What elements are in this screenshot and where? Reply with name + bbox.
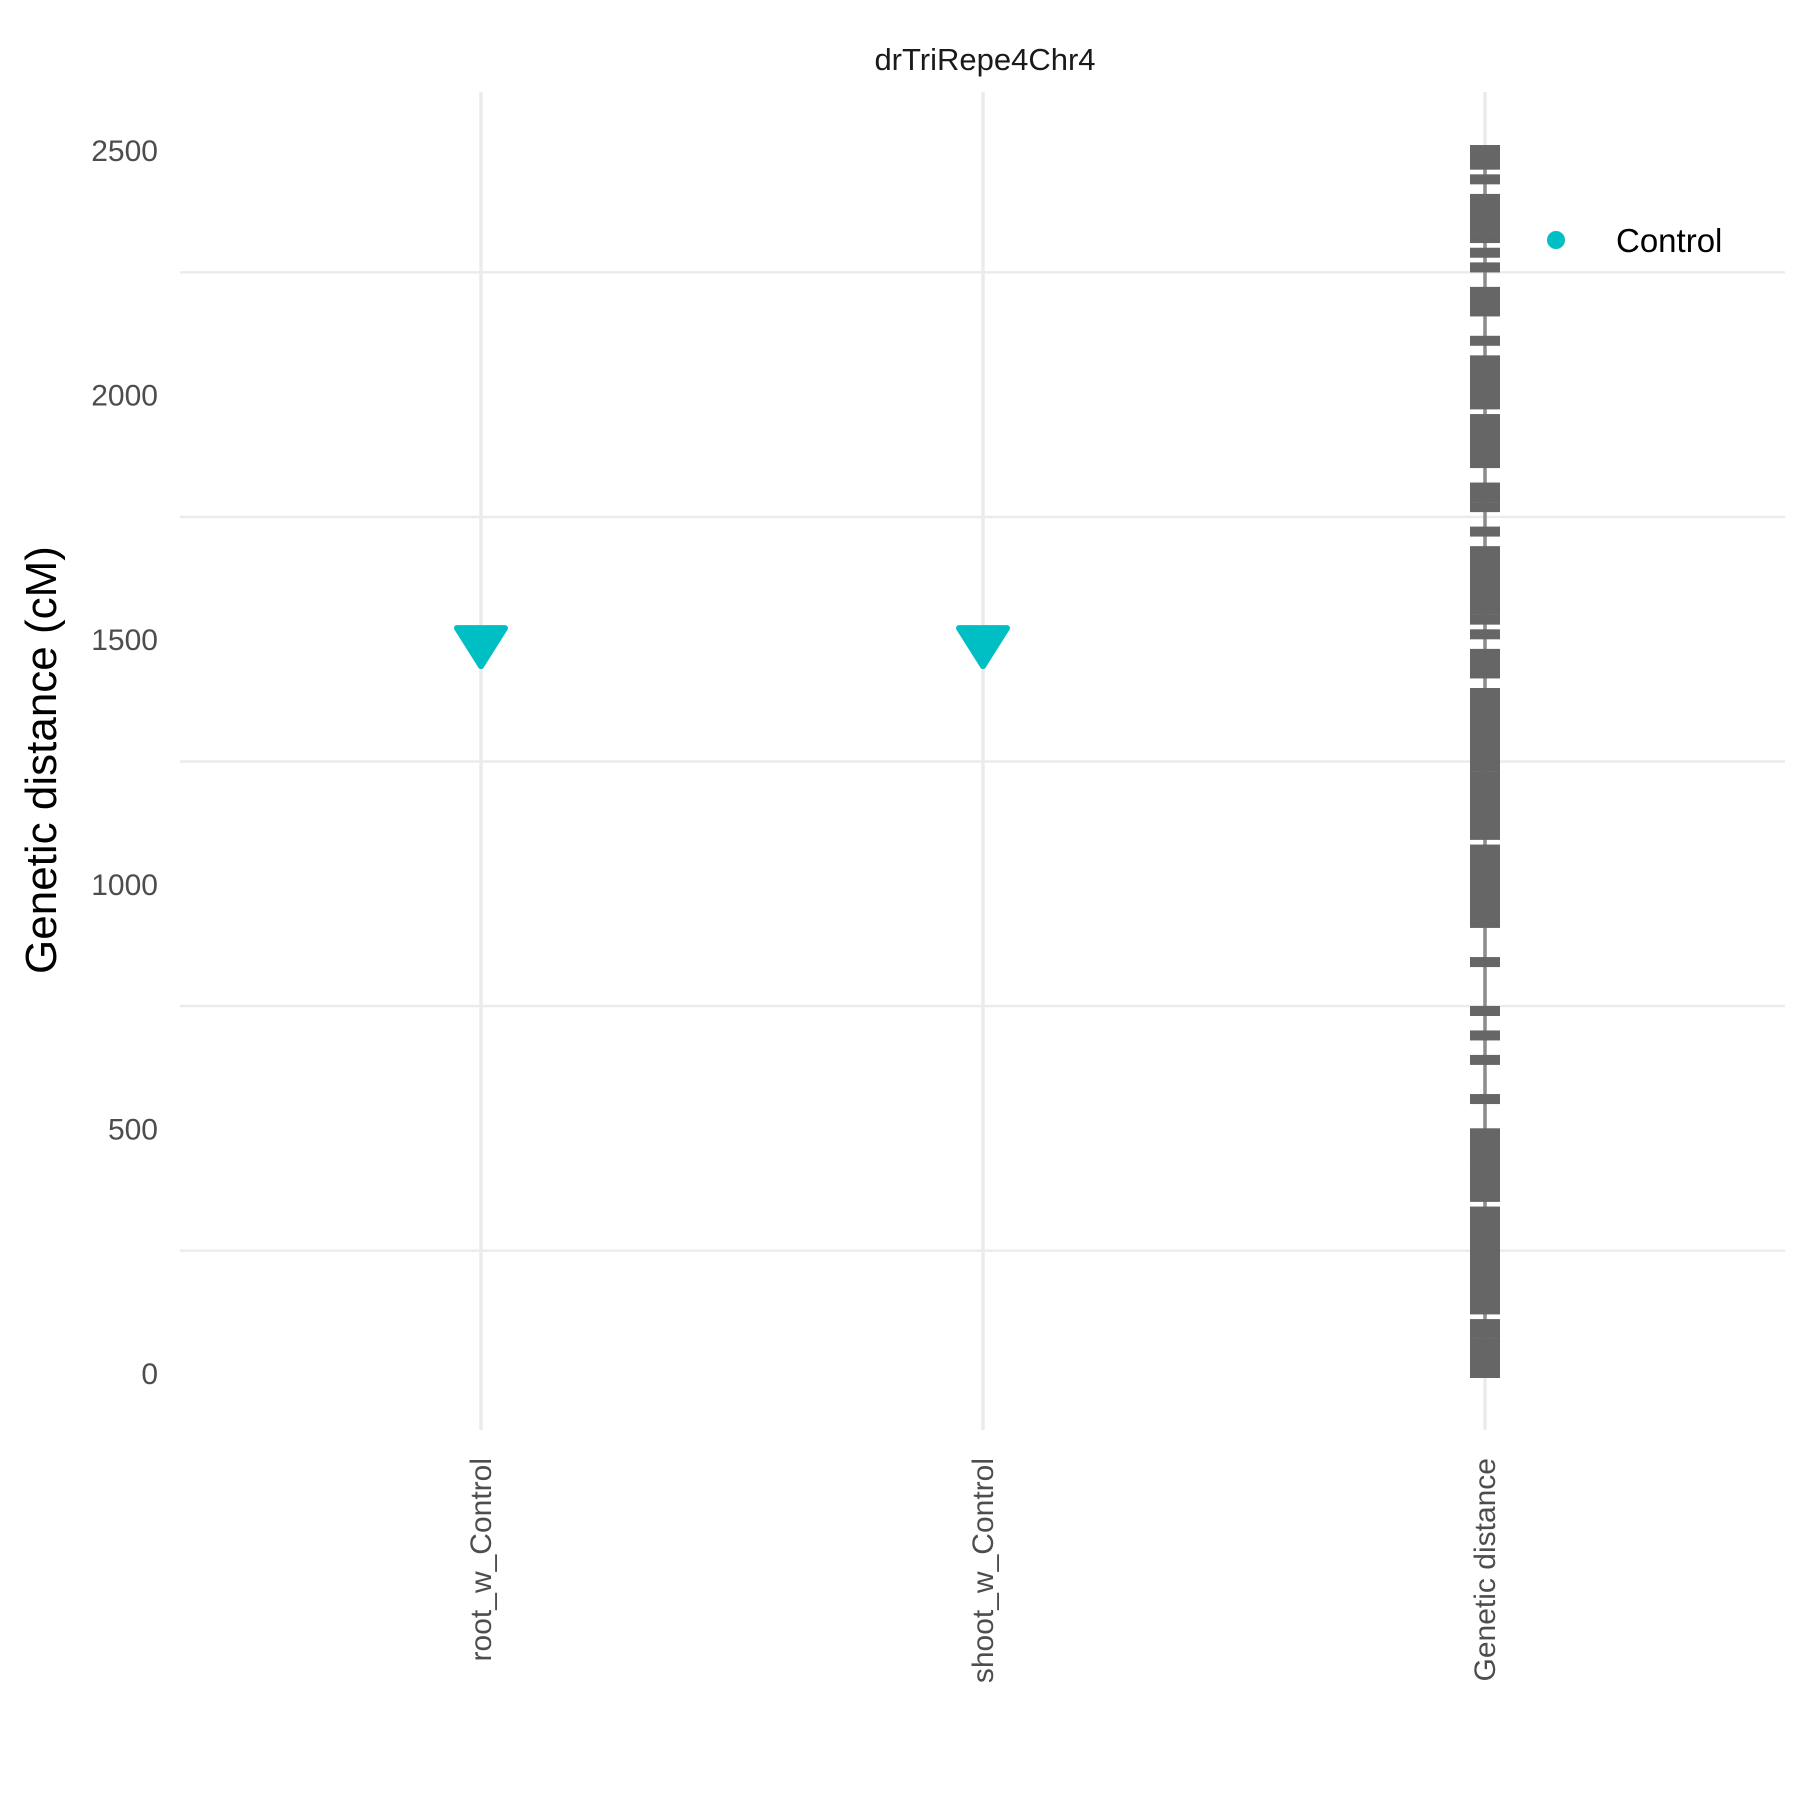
legend: Control — [1547, 222, 1722, 259]
genetic-marker — [1470, 1319, 1500, 1330]
genetic-marker — [1470, 957, 1500, 968]
genetic-marker — [1470, 502, 1500, 513]
x-tick-label: shoot_w_Control — [967, 1458, 1000, 1683]
genetic-marker — [1470, 844, 1500, 855]
genetic-marker — [1470, 247, 1500, 258]
genetic-marker — [1470, 1054, 1500, 1065]
data-point-root_w_Control — [454, 625, 508, 670]
y-tick-label: 2000 — [91, 380, 158, 413]
genetic-marker — [1470, 414, 1500, 425]
genetic-marker — [1470, 233, 1500, 244]
x-tick-label: root_w_Control — [465, 1458, 498, 1661]
data-points — [454, 625, 1010, 670]
genetic-marker — [1470, 648, 1500, 659]
genetic-marker — [1470, 546, 1500, 557]
genetic-marker — [1470, 286, 1500, 297]
genetic-marker — [1470, 771, 1500, 782]
genetic-marker — [1470, 1206, 1500, 1217]
genetic-marker-track — [1470, 145, 1500, 1378]
genetic-marker — [1470, 1094, 1500, 1105]
genetic-marker — [1470, 526, 1500, 537]
genetic-marker — [1470, 629, 1500, 640]
chart-title: drTriRepe4Chr4 — [874, 42, 1095, 77]
genetic-marker — [1470, 688, 1500, 699]
genetic-marker — [1470, 1030, 1500, 1041]
genetic-marker — [1470, 145, 1500, 155]
genetic-marker — [1470, 193, 1500, 204]
legend-label-control: Control — [1616, 222, 1722, 259]
y-tick-label: 500 — [108, 1113, 158, 1146]
genetic-marker — [1470, 1128, 1500, 1139]
genetic-marker — [1470, 262, 1500, 273]
genetic-marker — [1470, 1005, 1500, 1016]
y-tick-label: 2500 — [91, 135, 158, 168]
genetic-marker — [1470, 1328, 1500, 1339]
x-tick-label: Genetic distance — [1469, 1458, 1502, 1681]
data-point-shoot_w_Control — [956, 625, 1010, 670]
y-axis-label: Genetic distance (cM) — [17, 546, 66, 974]
genetic-marker — [1470, 785, 1500, 796]
genetic-marker — [1470, 174, 1500, 185]
genetic-marker — [1470, 492, 1500, 503]
grid-lines — [180, 92, 1785, 1430]
genetic-marker — [1470, 355, 1500, 366]
genetic-marker — [1470, 1162, 1500, 1173]
genetic-marker — [1470, 335, 1500, 346]
genetic-marker — [1470, 1172, 1500, 1183]
genetic-marker — [1470, 1338, 1500, 1349]
y-axis-ticks: 0 500 1000 1500 2000 2500 — [91, 135, 158, 1391]
genetic-marker — [1470, 614, 1500, 625]
y-tick-label: 0 — [141, 1358, 158, 1391]
y-tick-label: 1000 — [91, 869, 158, 902]
y-tick-label: 1500 — [91, 624, 158, 657]
legend-key-control — [1547, 231, 1565, 249]
x-axis-ticks: root_w_Control shoot_w_Control Genetic dis… — [465, 1458, 1502, 1683]
genetic-marker — [1470, 482, 1500, 493]
